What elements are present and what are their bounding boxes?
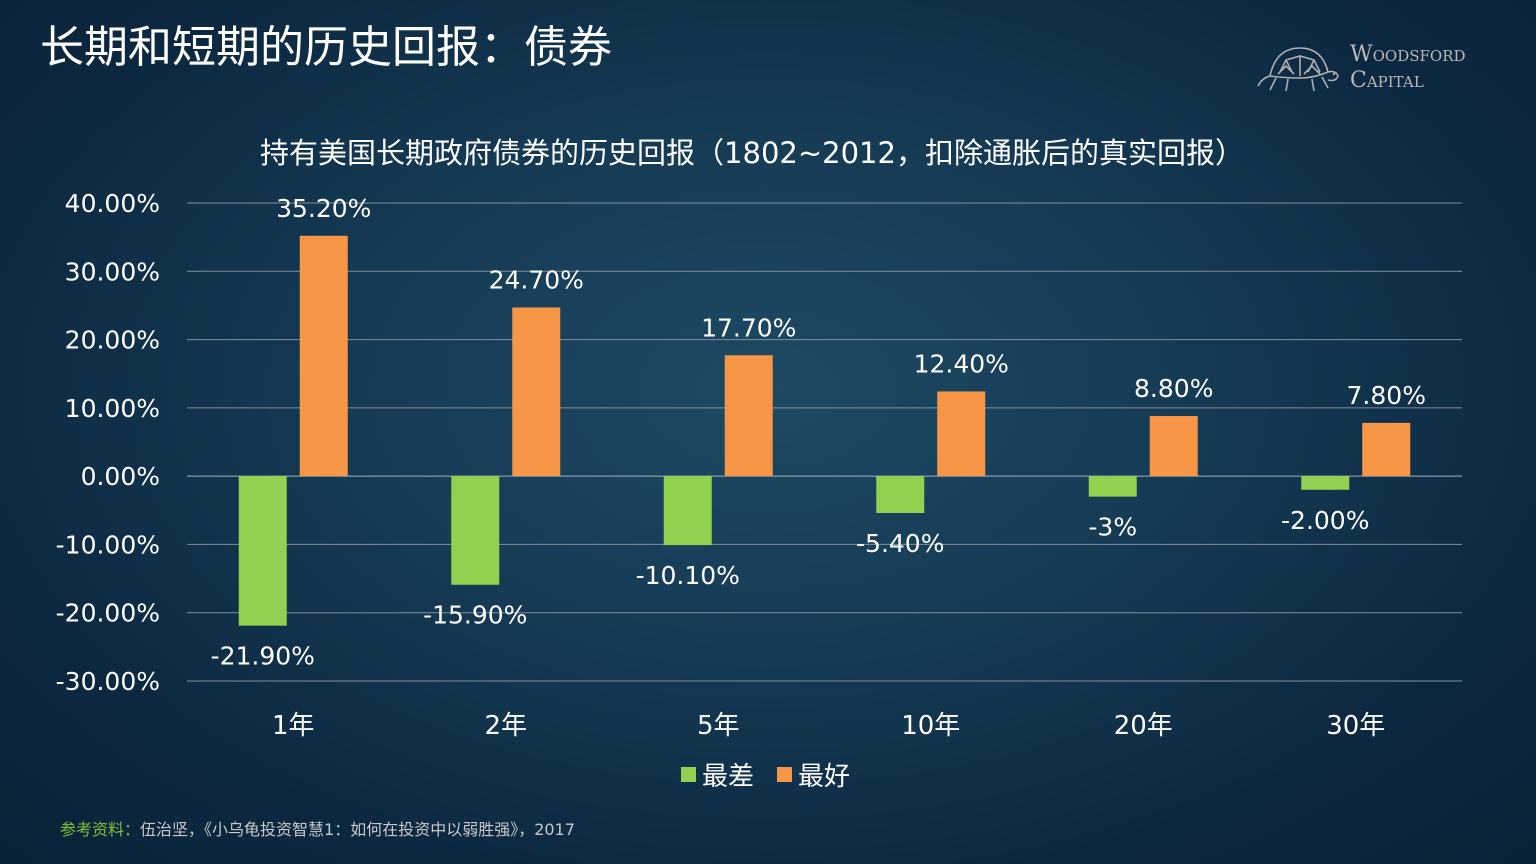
legend-label-worst: 最差 [702,762,754,792]
data-label-best: 35.20% [276,194,371,223]
footer-reference: 参考资料：伍治坚，《小乌龟投资智慧1：如何在投资中以弱胜强》，2017 [60,819,575,841]
y-tick-label: 40.00% [65,189,160,218]
footer-label: 参考资料： [60,820,141,839]
data-label-worst: -21.90% [211,642,315,671]
y-tick-label: 0.00% [81,462,160,491]
y-tick-label: 20.00% [65,326,160,355]
chart-title: 持有美国长期政府债券的历史回报（1802~2012，扣除通胀后的真实回报） [260,136,1244,170]
page-title: 长期和短期的历史回报：债券 [40,22,612,73]
bar-worst [1301,476,1350,490]
bar-best [724,355,773,477]
data-label-worst: -15.90% [423,601,527,630]
data-label-best: 24.70% [489,265,584,294]
y-tick-label: -10.00% [56,530,160,559]
bar-best [299,235,348,477]
logo-line-1: Woodsford [1350,42,1466,67]
bar-best [512,307,561,477]
x-tick-label: 5年 [697,711,740,741]
data-label-best: 12.40% [914,349,1009,378]
legend-swatch-best [777,767,792,782]
data-label-worst: -5.40% [856,529,944,558]
x-tick-label: 10年 [901,711,960,741]
x-tick-label: 1年 [272,711,315,741]
bar-best [937,391,986,477]
bar-best [1362,422,1411,477]
x-tick-label: 2年 [484,711,527,741]
data-label-worst: -3% [1088,513,1137,542]
logo-line-2: Capital [1350,68,1424,93]
y-tick-label: -30.00% [56,667,160,696]
legend-swatch-worst [681,767,696,782]
x-tick-label: 20年 [1114,711,1173,741]
x-tick-label: 30年 [1326,711,1385,741]
data-label-best: 17.70% [701,313,796,342]
data-label-worst: -2.00% [1281,506,1369,535]
bar-worst [238,476,287,626]
tortoise-icon [1257,47,1339,92]
legend-label-best: 最好 [798,762,850,792]
bar-best [1149,416,1198,477]
bar-worst [663,476,712,546]
bar-worst [876,476,925,514]
y-tick-label: 30.00% [65,257,160,286]
bar-worst [1088,476,1137,497]
logo-wordmark: Woodsford Capital [1350,42,1466,94]
data-label-best: 7.80% [1347,381,1426,410]
bar-worst [451,476,500,585]
data-label-worst: -10.10% [636,561,740,590]
company-logo: Woodsford Capital [1256,42,1506,98]
footer-text: 伍治坚，《小乌龟投资智慧1：如何在投资中以弱胜强》，2017 [140,820,575,839]
y-tick-label: -20.00% [56,599,160,628]
y-tick-label: 10.00% [65,394,160,423]
data-label-best: 8.80% [1134,374,1213,403]
